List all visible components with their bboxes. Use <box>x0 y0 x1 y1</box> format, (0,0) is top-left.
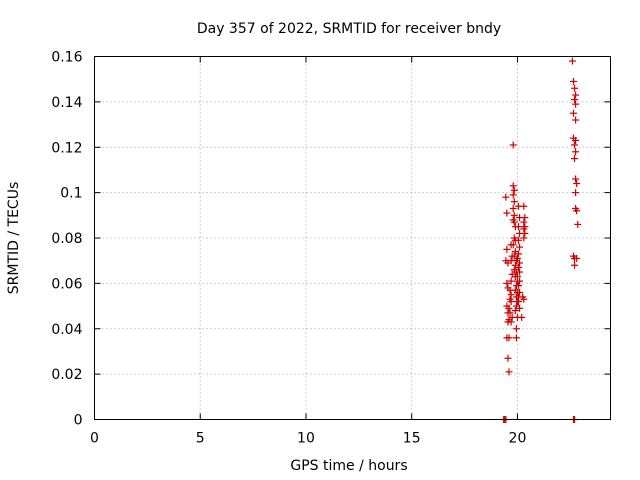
tick-labels: 0 0.02 0.04 0.06 0.08 0.1 0.12 0.14 0.16 0 5 10 15 20 <box>51 50 526 447</box>
data-point <box>571 84 579 92</box>
data-point <box>505 368 513 376</box>
data-point <box>503 245 511 253</box>
y-tick-label: 0.12 <box>51 140 82 156</box>
data-point <box>507 291 515 299</box>
data-point <box>516 277 524 285</box>
data-point <box>568 57 576 65</box>
axis-ticks <box>94 56 611 420</box>
data-point <box>520 295 528 303</box>
data-point <box>503 209 511 217</box>
plot-frame <box>94 56 611 420</box>
data-point <box>571 261 579 269</box>
grid-lines <box>94 56 611 420</box>
y-tick-label: 0.06 <box>51 276 82 292</box>
data-point <box>520 225 528 233</box>
data-point <box>509 182 517 190</box>
y-tick-label: 0.02 <box>51 367 82 383</box>
data-point <box>513 254 521 262</box>
y-tick-label: 0.1 <box>60 186 82 202</box>
data-point <box>572 116 580 124</box>
data-point <box>516 268 524 276</box>
x-tick-label: 15 <box>403 431 421 447</box>
data-point <box>504 354 512 362</box>
data-point <box>569 77 577 85</box>
x-tick-label: 0 <box>90 431 99 447</box>
data-point <box>515 263 523 271</box>
data-point <box>509 141 517 149</box>
data-point <box>510 186 518 194</box>
y-tick-label: 0.04 <box>51 322 82 338</box>
data-point <box>509 241 517 249</box>
data-point <box>521 229 529 237</box>
y-tick-label: 0 <box>74 413 83 429</box>
data-point <box>516 288 524 296</box>
data-point <box>515 236 523 244</box>
data-point <box>572 136 580 144</box>
data-point <box>571 96 579 104</box>
data-point <box>510 198 518 206</box>
data-point <box>520 234 528 242</box>
data-point <box>511 307 519 315</box>
data-point <box>521 214 529 222</box>
data-point <box>572 189 580 197</box>
data-point <box>516 259 524 267</box>
y-tick-label: 0.16 <box>51 50 82 66</box>
data-point <box>572 91 580 99</box>
data-point <box>507 318 515 326</box>
chart-title: Day 357 of 2022, SRMTID for receiver bnd… <box>197 21 501 37</box>
data-point <box>572 175 580 183</box>
x-tick-label: 10 <box>297 431 315 447</box>
data-point <box>573 254 581 262</box>
data-point <box>502 193 510 201</box>
data-point <box>572 100 580 108</box>
data-point <box>507 277 515 285</box>
data-point <box>512 334 520 342</box>
data-point <box>512 325 520 333</box>
data-point <box>509 205 517 213</box>
data-point <box>520 202 528 210</box>
data-point <box>510 211 518 219</box>
data-point <box>520 218 528 226</box>
data-point <box>505 334 513 342</box>
x-axis-label: GPS time / hours <box>290 458 407 474</box>
y-axis-label: SRMTID / TECUs <box>6 182 22 295</box>
data-point <box>503 279 511 287</box>
data-point <box>572 148 580 156</box>
data-point <box>516 304 524 312</box>
data-point <box>509 191 517 199</box>
data-point <box>573 207 581 215</box>
y-tick-label: 0.14 <box>51 95 82 111</box>
data-point <box>571 141 579 149</box>
data-point <box>515 223 523 231</box>
data-point <box>571 155 579 163</box>
x-tick-label: 20 <box>509 431 527 447</box>
data-point <box>569 109 577 117</box>
data-point <box>515 250 523 258</box>
data-point <box>516 243 524 251</box>
data-point <box>506 309 514 317</box>
data-point <box>507 298 515 306</box>
data-points <box>500 57 582 423</box>
data-point <box>513 298 521 306</box>
data-point <box>515 282 523 290</box>
data-point <box>573 180 581 188</box>
x-tick-label: 5 <box>196 431 205 447</box>
data-point <box>505 304 513 312</box>
data-point <box>574 220 582 228</box>
data-point <box>510 218 518 226</box>
y-tick-label: 0.08 <box>51 231 82 247</box>
data-point <box>513 273 521 281</box>
data-point <box>518 313 526 321</box>
